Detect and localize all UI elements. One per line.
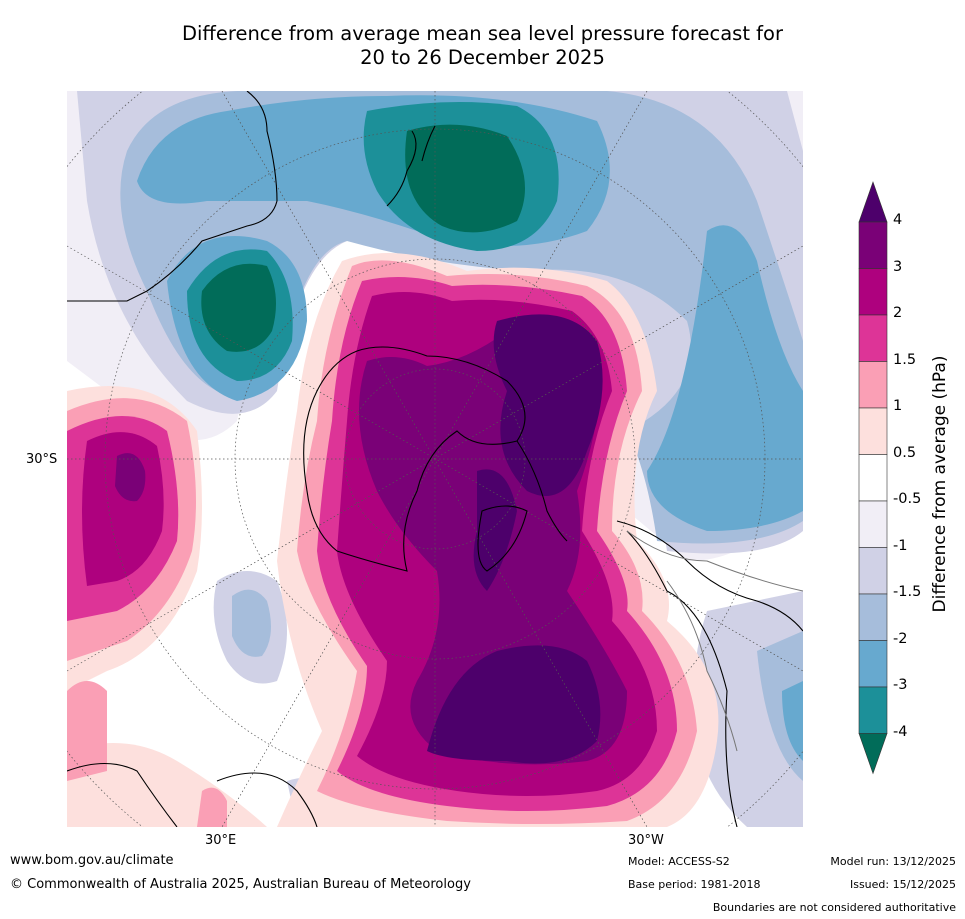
colorbar — [858, 181, 888, 775]
base-period: Base period: 1981-2018 — [628, 878, 761, 891]
model-name: Model: ACCESS-S2 — [628, 855, 730, 868]
map-title-line-2: 20 to 26 December 2025 — [360, 46, 605, 69]
model-run-date: Model run: 13/12/2025 — [830, 855, 956, 868]
colorbar-band — [858, 361, 888, 409]
colorbar-title: Difference from average (hPa) — [930, 355, 950, 613]
website-url: www.bom.gov.au/climate — [10, 853, 174, 868]
australia-coastline — [67, 91, 278, 302]
colorbar-tick-label: 3 — [893, 258, 903, 275]
south-america-west-coastline — [626, 530, 738, 827]
colorbar-band — [858, 407, 888, 455]
colorbar-tick-label: -1.5 — [893, 584, 922, 600]
longitude-label-30w: 30°W — [628, 833, 664, 848]
colorbar-arrow-max — [858, 181, 888, 223]
colorbar-band — [858, 500, 888, 548]
pressure-anomaly-map — [67, 91, 803, 827]
colorbar-tick-label: 2 — [893, 305, 903, 321]
coastlines — [67, 91, 803, 827]
colorbar-tick-label: -3 — [893, 677, 908, 693]
boundaries-disclaimer: Boundaries are not considered authoritat… — [712, 901, 956, 914]
longitude-label-30e: 30°E — [205, 833, 237, 848]
colorbar-tick-label: 0.5 — [893, 444, 917, 461]
colorbar-band — [858, 314, 888, 362]
south-america-coastline — [616, 520, 803, 632]
colorbar-tick-label: -1 — [893, 537, 908, 554]
colorbar-arrow-min — [858, 733, 888, 775]
colorbar-tick-label: 4 — [893, 212, 903, 228]
colorbar-tick-label: 1.5 — [893, 351, 917, 368]
colorbar-band — [858, 221, 888, 269]
map-title-line-1: Difference from average mean sea level p… — [182, 22, 783, 45]
colorbar-tick-label: -4 — [893, 723, 908, 740]
copyright-notice: © Commonwealth of Australia 2025, Austra… — [10, 877, 471, 892]
new-zealand-coastline — [386, 130, 417, 207]
colorbar-band — [858, 593, 888, 641]
antarctic-peninsula-coastline — [516, 440, 568, 542]
antarctica-east-coastline — [303, 346, 526, 572]
colorbar-band — [858, 686, 888, 734]
colorbar-band — [858, 268, 888, 316]
colorbar-tick-label: -2 — [893, 630, 908, 647]
positive-anomaly-regions — [67, 253, 719, 827]
colorbar-tick-label: -0.5 — [893, 491, 922, 507]
latitude-label-30s: 30°S — [26, 452, 58, 467]
country-boundaries — [626, 530, 803, 752]
colorbar-band — [858, 547, 888, 595]
colorbar-band — [858, 454, 888, 502]
issued-date: Issued: 15/12/2025 — [849, 878, 956, 891]
colorbar-band — [858, 640, 888, 688]
colorbar-tick-label: 1 — [893, 398, 903, 414]
africa-coastline — [67, 763, 178, 827]
